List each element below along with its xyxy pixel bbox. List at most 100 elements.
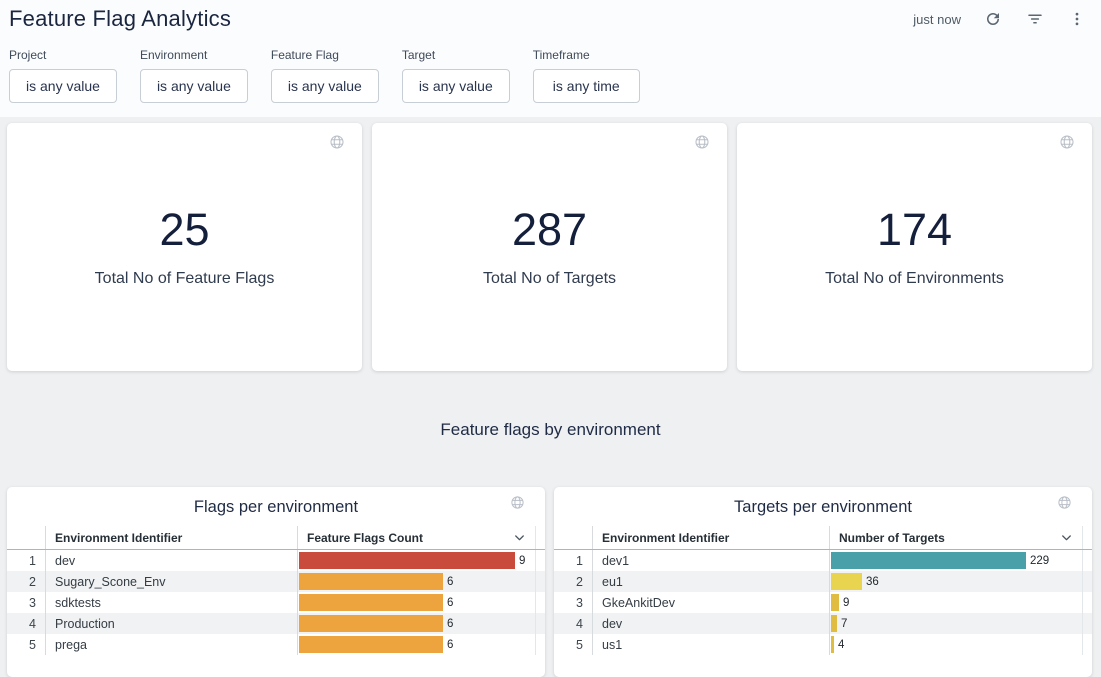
table-row[interactable]: 2 eu1 36 (554, 571, 1092, 592)
stat-value: 174 (876, 203, 953, 255)
environment-identifier-cell[interactable]: eu1 (592, 571, 829, 592)
more-options-button[interactable] (1067, 9, 1087, 29)
globe-icon[interactable] (329, 134, 345, 150)
table-body: 1 dev1 229 2 eu1 36 3 GkeAnkitDev 9 4 dev 7 5 us1 4 (554, 550, 1092, 655)
globe-icon[interactable] (1057, 495, 1073, 511)
value-cell[interactable]: 6 (297, 592, 536, 613)
environment-identifier-cell[interactable]: dev1 (592, 550, 829, 571)
table-tiles-row: Flags per environment Environment Identi… (0, 487, 1101, 677)
filter-timeframe: Timeframe is any time (532, 48, 640, 103)
table-row[interactable]: 5 us1 4 (554, 634, 1092, 655)
table-row[interactable]: 3 GkeAnkitDev 9 (554, 592, 1092, 613)
filter-project-value-button[interactable]: is any value (9, 69, 117, 103)
environment-identifier-cell[interactable]: Production (45, 613, 297, 634)
value-cell[interactable]: 229 (829, 550, 1083, 571)
filter-project-label: Project (9, 48, 47, 62)
filter-feature-flag-value-button[interactable]: is any value (270, 69, 379, 103)
value-cell[interactable]: 36 (829, 571, 1083, 592)
value-label: 7 (841, 617, 848, 630)
globe-icon[interactable] (510, 495, 526, 511)
row-number: 3 (576, 595, 583, 610)
table-title: Targets per environment (734, 498, 912, 516)
value-bar (299, 615, 443, 632)
table-row[interactable]: 3 sdktests 6 (7, 592, 545, 613)
environment-identifier-cell[interactable]: us1 (592, 634, 829, 655)
environment-identifier-cell[interactable]: sdktests (45, 592, 297, 613)
value-label: 4 (838, 638, 845, 651)
value-cell[interactable]: 4 (829, 634, 1083, 655)
filter-timeframe-value-button[interactable]: is any time (532, 69, 640, 103)
row-number: 2 (29, 574, 36, 589)
flags-table: Environment Identifier Feature Flags Cou… (7, 526, 545, 655)
stat-value: 287 (511, 203, 588, 255)
value-bar (831, 615, 837, 632)
environment-identifier-cell[interactable]: dev (592, 613, 829, 634)
table-row[interactable]: 1 dev 9 (7, 550, 545, 571)
filter-timeframe-label: Timeframe (532, 48, 590, 62)
stat-tiles-row: 25 Total No of Feature Flags 287 Total N… (0, 117, 1101, 371)
column-header-number-of-targets[interactable]: Number of Targets (839, 530, 945, 545)
value-label: 229 (1030, 554, 1050, 567)
tile-flags-per-environment: Flags per environment Environment Identi… (7, 487, 545, 677)
value-label: 6 (447, 596, 454, 609)
value-label: 36 (866, 575, 879, 588)
column-header-feature-flags-count[interactable]: Feature Flags Count (307, 530, 424, 545)
value-bar (831, 594, 839, 611)
row-number: 5 (576, 637, 583, 652)
column-header-environment-identifier[interactable]: Environment Identifier (592, 526, 829, 549)
table-row[interactable]: 4 dev 7 (554, 613, 1092, 634)
value-label: 6 (447, 575, 454, 588)
environment-identifier-cell[interactable]: Sugary_Scone_Env (45, 571, 297, 592)
globe-icon[interactable] (1059, 134, 1075, 150)
kebab-menu-icon (1068, 10, 1086, 28)
value-bar (299, 594, 443, 611)
table-row[interactable]: 5 prega 6 (7, 634, 545, 655)
filter-target: Target is any value (401, 48, 510, 103)
last-updated-label: just now (913, 11, 961, 27)
filter-feature-flag: Feature Flag is any value (270, 48, 379, 103)
stat-label: Total No of Environments (825, 269, 1004, 287)
filter-toggle-button[interactable] (1025, 9, 1045, 29)
filter-feature-flag-label: Feature Flag (270, 48, 339, 62)
value-label: 9 (843, 596, 850, 609)
filter-environment: Environment is any value (139, 48, 248, 103)
stat-value: 25 (159, 203, 210, 255)
value-bar (831, 552, 1026, 569)
chevron-down-icon[interactable] (1059, 530, 1074, 545)
environment-identifier-cell[interactable]: GkeAnkitDev (592, 592, 829, 613)
table-header-row: Environment Identifier Feature Flags Cou… (7, 526, 545, 550)
filter-environment-value-button[interactable]: is any value (139, 69, 248, 103)
filter-environment-label: Environment (139, 48, 208, 62)
value-bar (299, 636, 443, 653)
table-body: 1 dev 9 2 Sugary_Scone_Env 6 3 sdktests 6 4 Produc… (7, 550, 545, 655)
table-title: Flags per environment (193, 498, 359, 516)
chevron-down-icon[interactable] (512, 530, 527, 545)
value-label: 9 (519, 554, 526, 567)
value-cell[interactable]: 9 (297, 550, 536, 571)
table-row[interactable]: 4 Production 6 (7, 613, 545, 634)
column-header-environment-identifier[interactable]: Environment Identifier (45, 526, 297, 549)
value-bar (831, 573, 862, 590)
targets-table: Environment Identifier Number of Targets… (554, 526, 1092, 655)
section-heading: Feature flags by environment (440, 420, 661, 439)
value-cell[interactable]: 7 (829, 613, 1083, 634)
globe-icon[interactable] (694, 134, 710, 150)
value-cell[interactable]: 6 (297, 634, 536, 655)
row-number: 2 (576, 574, 583, 589)
value-cell[interactable]: 6 (297, 571, 536, 592)
header-actions: just now (913, 9, 1087, 29)
value-label: 6 (447, 617, 454, 630)
table-row[interactable]: 2 Sugary_Scone_Env 6 (7, 571, 545, 592)
row-number: 3 (29, 595, 36, 610)
filter-target-value-button[interactable]: is any value (401, 69, 510, 103)
value-cell[interactable]: 6 (297, 613, 536, 634)
tile-total-feature-flags: 25 Total No of Feature Flags (7, 123, 362, 371)
tile-total-targets: 287 Total No of Targets (372, 123, 727, 371)
environment-identifier-cell[interactable]: dev (45, 550, 297, 571)
table-row[interactable]: 1 dev1 229 (554, 550, 1092, 571)
environment-identifier-cell[interactable]: prega (45, 634, 297, 655)
value-bar (299, 552, 515, 569)
refresh-button[interactable] (983, 9, 1003, 29)
value-cell[interactable]: 9 (829, 592, 1083, 613)
row-number: 5 (29, 637, 36, 652)
